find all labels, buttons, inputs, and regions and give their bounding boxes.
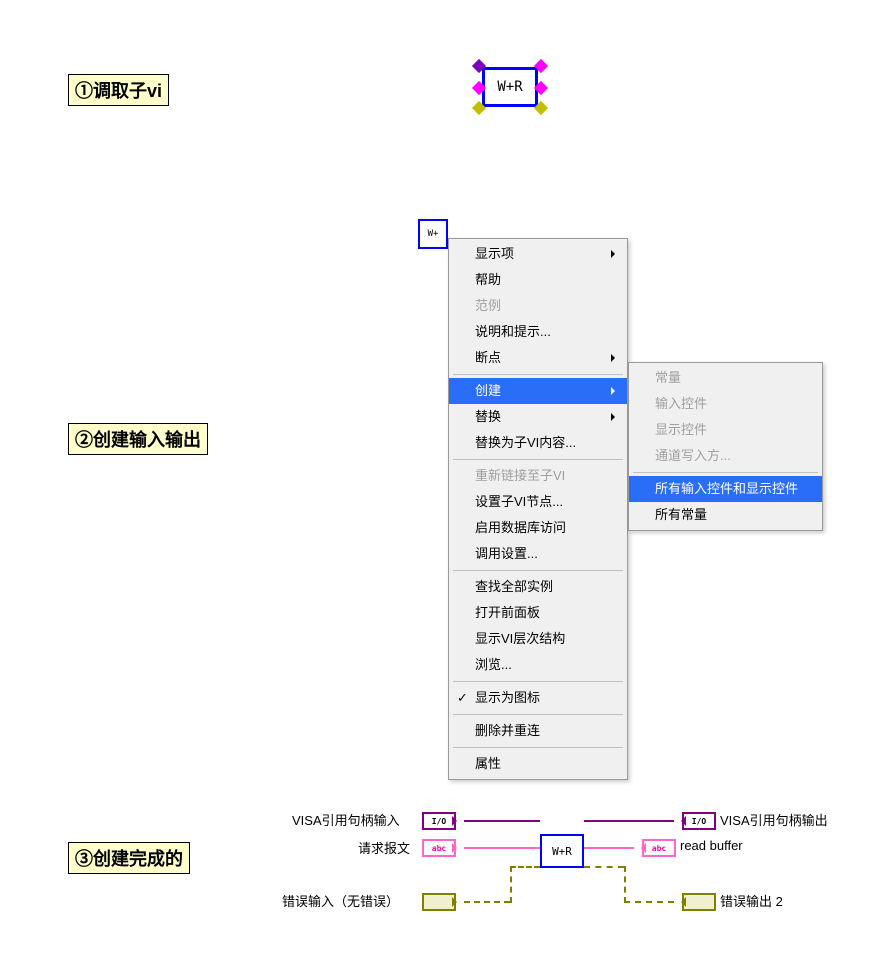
ctxmenu-main-item-10: 重新链接至子VI xyxy=(449,463,627,489)
err-out-terminal[interactable] xyxy=(682,893,716,911)
wire-visa-out xyxy=(584,820,674,822)
subvi3-body[interactable]: W+R xyxy=(540,834,584,868)
ctxmenu-create-item-6[interactable]: 所有常量 xyxy=(629,502,822,528)
tri-icon xyxy=(452,897,462,907)
ctxmenu-main-separator xyxy=(453,681,623,682)
ctxmenu-main-item-18[interactable]: 浏览... xyxy=(449,652,627,678)
buf-out-glyph: abc xyxy=(652,844,666,853)
ctxmenu-create-item-1: 输入控件 xyxy=(629,391,822,417)
subvi-body: W+R xyxy=(482,67,538,107)
ctxmenu-main-item-3[interactable]: 说明和提示... xyxy=(449,319,627,345)
buf-out-terminal[interactable]: abc xyxy=(642,839,676,857)
wire-err-in-h2 xyxy=(510,866,540,868)
visa-out-glyph: I/O xyxy=(692,817,706,826)
ctxmenu-create-separator xyxy=(633,472,818,473)
buf-out-label: read buffer xyxy=(680,838,743,853)
ctxmenu-main-separator xyxy=(453,714,623,715)
subvi-text: W+R xyxy=(497,79,522,95)
tri-icon xyxy=(452,816,462,826)
subvi3-text: W+R xyxy=(552,845,572,858)
wire-visa-in xyxy=(464,820,540,822)
visa-out-label: VISA引用句柄输出 xyxy=(720,810,828,829)
tri-icon xyxy=(676,897,686,907)
tri-icon xyxy=(636,843,646,853)
err-in-terminal[interactable] xyxy=(422,893,456,911)
ctxmenu-main-item-6[interactable]: 创建 xyxy=(449,378,627,404)
wire-err-in-v xyxy=(510,866,512,903)
ctxmenu-main-item-24[interactable]: 属性 xyxy=(449,751,627,777)
ctxmenu-main-item-17[interactable]: 显示VI层次结构 xyxy=(449,626,627,652)
ctxmenu-main-item-1[interactable]: 帮助 xyxy=(449,267,627,293)
tri-icon xyxy=(452,843,462,853)
ctxmenu-main-item-16[interactable]: 打开前面板 xyxy=(449,600,627,626)
ctxmenu-main-item-22[interactable]: 删除并重连 xyxy=(449,718,627,744)
wire-err-out-h1 xyxy=(584,866,624,868)
ctxmenu-main-separator xyxy=(453,374,623,375)
ctxmenu-main-separator xyxy=(453,570,623,571)
ctxmenu-main-item-2: 范例 xyxy=(449,293,627,319)
ctxmenu-main-item-0[interactable]: 显示项 xyxy=(449,241,627,267)
context-menu-main: 显示项帮助范例说明和提示...断点创建替换替换为子VI内容... 重新链接至子VI… xyxy=(448,238,628,780)
err-in-label: 错误输入（无错误） xyxy=(282,891,399,910)
req-in-label: 请求报文 xyxy=(358,838,410,857)
subvi-icon[interactable]: W+R xyxy=(470,57,550,117)
err-out-label: 错误输出 2 xyxy=(720,891,783,910)
wire-buf-out xyxy=(584,847,634,849)
ctxmenu-create-item-5[interactable]: 所有输入控件和显示控件 xyxy=(629,476,822,502)
ctxmenu-main-item-15[interactable]: 查找全部实例 xyxy=(449,574,627,600)
small-subvi[interactable]: W+ xyxy=(418,219,448,249)
wire-err-out-h2 xyxy=(624,901,674,903)
visa-in-glyph: I/O xyxy=(432,817,446,826)
req-in-terminal[interactable]: abc xyxy=(422,839,456,857)
visa-in-label: VISA引用句柄输入 xyxy=(292,810,400,829)
visa-in-terminal[interactable]: I/O xyxy=(422,812,456,830)
ctxmenu-main-item-8[interactable]: 替换为子VI内容... xyxy=(449,430,627,456)
wire-err-out-v xyxy=(624,866,626,903)
ctxmenu-create-item-3: 通道写入方... xyxy=(629,443,822,469)
ctxmenu-main-item-13[interactable]: 调用设置... xyxy=(449,541,627,567)
step3-label: ③创建完成的 xyxy=(68,842,190,874)
ctxmenu-main-item-12[interactable]: 启用数据库访问 xyxy=(449,515,627,541)
tri-icon xyxy=(676,816,686,826)
ctxmenu-main-item-7[interactable]: 替换 xyxy=(449,404,627,430)
ctxmenu-main-separator xyxy=(453,459,623,460)
req-in-glyph: abc xyxy=(432,844,446,853)
ctxmenu-create-item-2: 显示控件 xyxy=(629,417,822,443)
wire-err-in-h1 xyxy=(464,901,510,903)
small-subvi-text: W+ xyxy=(428,229,439,239)
step1-label: ①调取子vi xyxy=(68,74,169,106)
step2-label: ②创建输入输出 xyxy=(68,423,208,455)
ctxmenu-create-item-0: 常量 xyxy=(629,365,822,391)
visa-out-terminal[interactable]: I/O xyxy=(682,812,716,830)
ctxmenu-main-item-20[interactable]: 显示为图标 xyxy=(449,685,627,711)
ctxmenu-main-item-11[interactable]: 设置子VI节点... xyxy=(449,489,627,515)
wire-req-in xyxy=(464,847,540,849)
ctxmenu-main-item-4[interactable]: 断点 xyxy=(449,345,627,371)
context-menu-create: 常量输入控件显示控件通道写入方... 所有输入控件和显示控件所有常量 xyxy=(628,362,823,531)
ctxmenu-main-separator xyxy=(453,747,623,748)
